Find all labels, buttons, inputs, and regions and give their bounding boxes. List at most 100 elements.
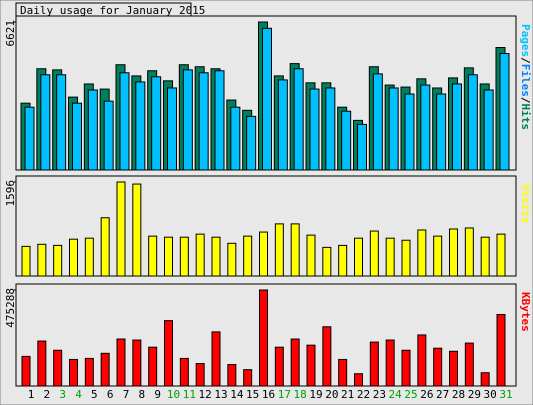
x-tick-label: 6: [107, 388, 114, 401]
x-tick-label: 1: [28, 388, 35, 401]
bar: [464, 342, 474, 387]
bar: [483, 89, 494, 171]
bar: [385, 237, 395, 277]
bar: [21, 245, 31, 277]
x-tick-label: 5: [91, 388, 98, 401]
bar: [325, 87, 336, 171]
bar: [179, 236, 189, 277]
y-tick-label: 1596: [4, 180, 17, 207]
bar: [277, 79, 288, 171]
bar: [369, 230, 379, 277]
bar: [214, 70, 225, 171]
bar: [338, 358, 348, 387]
legend: Visits: [519, 184, 532, 224]
bar: [40, 74, 51, 171]
legend-entry: Pages: [519, 24, 532, 57]
bar: [354, 373, 363, 387]
bar: [449, 350, 458, 387]
bar: [290, 338, 300, 387]
y-tick-label: 6621: [4, 20, 17, 47]
x-tick-label: 28: [452, 388, 465, 401]
bar: [119, 72, 130, 171]
legend-separator: /: [519, 57, 532, 64]
bar: [56, 74, 67, 171]
bar: [37, 340, 47, 387]
bar: [227, 242, 237, 277]
bar: [246, 115, 257, 171]
x-tick-label: 3: [59, 388, 66, 401]
bar: [404, 93, 415, 171]
bar: [243, 369, 253, 387]
bar: [322, 326, 332, 387]
bar: [274, 346, 284, 387]
x-tick-label: 14: [230, 388, 244, 401]
chart-title: Daily usage for January 2015: [20, 4, 205, 17]
bar: [420, 84, 431, 171]
bar: [480, 236, 490, 277]
bar: [354, 237, 363, 277]
bar: [84, 237, 94, 277]
x-tick-label: 18: [294, 388, 307, 401]
bar: [499, 53, 510, 171]
bar: [417, 334, 427, 387]
bar: [480, 372, 490, 387]
bar: [322, 246, 332, 277]
bar: [53, 244, 63, 277]
bar: [198, 72, 209, 171]
x-tick-label: 13: [214, 388, 227, 401]
bar: [69, 238, 78, 277]
bar: [164, 320, 173, 387]
legend: Pages/Files/Hits: [519, 24, 532, 130]
x-tick-label: 30: [484, 388, 497, 401]
bar: [230, 106, 241, 171]
bar: [100, 352, 110, 387]
bar: [211, 236, 221, 277]
x-tick-label: 24: [389, 388, 403, 401]
bar: [211, 331, 221, 387]
bar: [195, 233, 205, 277]
bar: [72, 102, 82, 171]
bar: [135, 81, 146, 171]
bar: [341, 110, 352, 171]
x-tick-label: 7: [123, 388, 130, 401]
bar: [290, 223, 300, 277]
bar: [449, 228, 458, 277]
bar: [388, 87, 399, 171]
bar: [179, 357, 189, 387]
bar: [464, 227, 474, 277]
x-tick-label: 11: [183, 388, 196, 401]
bar: [467, 74, 478, 171]
bar: [195, 363, 205, 387]
bar: [496, 233, 506, 277]
bar: [69, 358, 78, 387]
bar: [417, 229, 427, 277]
bar: [436, 93, 447, 171]
bar: [496, 314, 506, 387]
x-tick-label: 27: [436, 388, 449, 401]
bar: [259, 231, 268, 277]
x-tick-label: 9: [154, 388, 161, 401]
bar: [132, 339, 142, 387]
bar: [293, 68, 304, 171]
x-tick-label: 22: [357, 388, 370, 401]
legend-separator: /: [519, 97, 532, 104]
x-tick-label: 23: [373, 388, 386, 401]
x-tick-label: 15: [246, 388, 259, 401]
bar: [132, 183, 142, 277]
bar: [259, 289, 268, 387]
x-tick-label: 16: [262, 388, 275, 401]
x-tick-label: 10: [167, 388, 180, 401]
legend-entry: KBytes: [519, 292, 532, 332]
bar: [262, 27, 272, 171]
bar: [243, 235, 253, 277]
bar: [167, 87, 177, 171]
x-tick-label: 21: [341, 388, 354, 401]
legend-entry: Files: [519, 64, 532, 97]
bar: [87, 89, 98, 171]
bar: [372, 73, 383, 171]
x-tick-label: 12: [199, 388, 212, 401]
x-tick-label: 8: [139, 388, 146, 401]
legend-entry: Hits: [519, 104, 532, 131]
x-tick-label: 19: [309, 388, 322, 401]
